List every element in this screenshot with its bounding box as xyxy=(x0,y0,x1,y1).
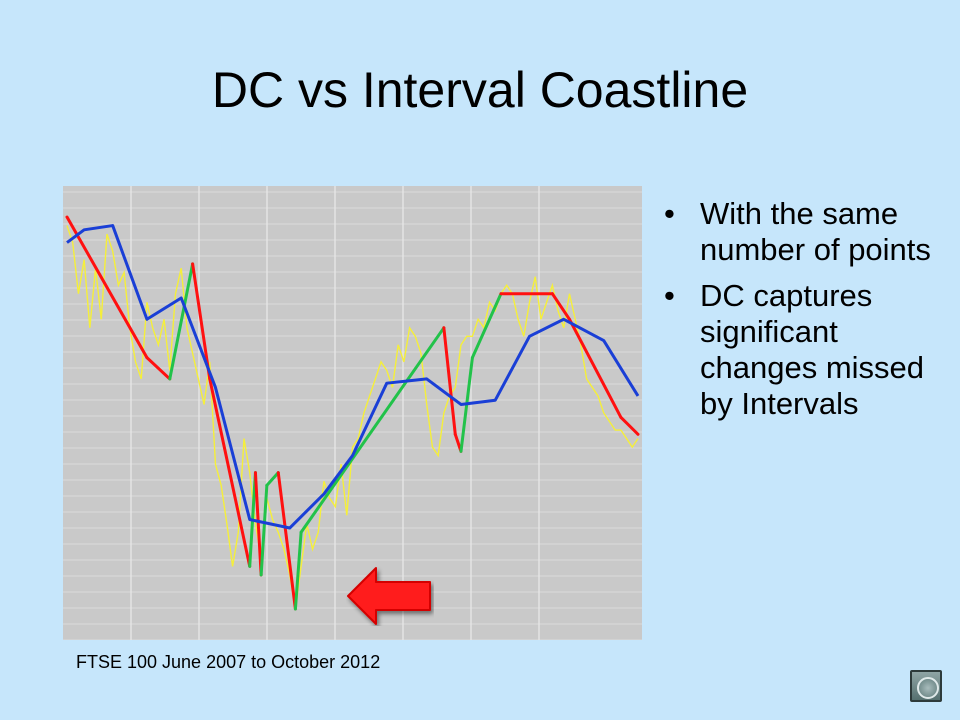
dc-downturn-segment xyxy=(65,215,149,360)
series-lines xyxy=(65,215,640,611)
dc-downturn-segment xyxy=(145,356,172,381)
dc-upturn-segment xyxy=(168,262,195,381)
dc-downturn-segment xyxy=(619,415,640,436)
chart-caption: FTSE 100 June 2007 to October 2012 xyxy=(76,652,381,672)
dc-downturn-segment xyxy=(276,471,297,611)
bullet-text: With the same number of points xyxy=(700,196,931,267)
bullet-list: • With the same number of points • DC ca… xyxy=(660,196,950,432)
price-series-line xyxy=(66,225,639,610)
bullet-item: • DC captures significant changes missed… xyxy=(660,278,950,422)
dc-upturn-segment xyxy=(293,530,303,611)
bullet-item: • With the same number of points xyxy=(660,196,950,268)
dc-upturn-segment xyxy=(470,292,503,360)
dc-upturn-segment xyxy=(265,471,280,487)
dc-downturn-segment xyxy=(567,317,623,419)
slide-title: DC vs Interval Coastline xyxy=(211,62,749,118)
bullet-dot: • xyxy=(664,196,675,231)
dc-upturn-segment xyxy=(299,326,446,534)
dc-downturn-segment xyxy=(550,292,571,321)
bullet-dot: • xyxy=(664,278,675,313)
navigation-button-icon[interactable] xyxy=(910,670,942,702)
dc-upturn-segment xyxy=(259,483,269,577)
dc-downturn-segment xyxy=(253,471,263,577)
left-arrow-icon xyxy=(347,567,431,625)
bullet-text: DC captures significant changes missed b… xyxy=(700,278,925,421)
dc-downturn-segment xyxy=(208,377,252,568)
chart-svg xyxy=(63,186,642,640)
grid-lines xyxy=(63,186,642,640)
chart xyxy=(63,186,642,640)
nav-ring-icon xyxy=(917,677,939,699)
plot-background xyxy=(63,186,642,640)
interval-coastline-line xyxy=(66,224,640,530)
dc-downturn-segment xyxy=(191,262,212,381)
dc-downturn-segment xyxy=(442,326,457,436)
